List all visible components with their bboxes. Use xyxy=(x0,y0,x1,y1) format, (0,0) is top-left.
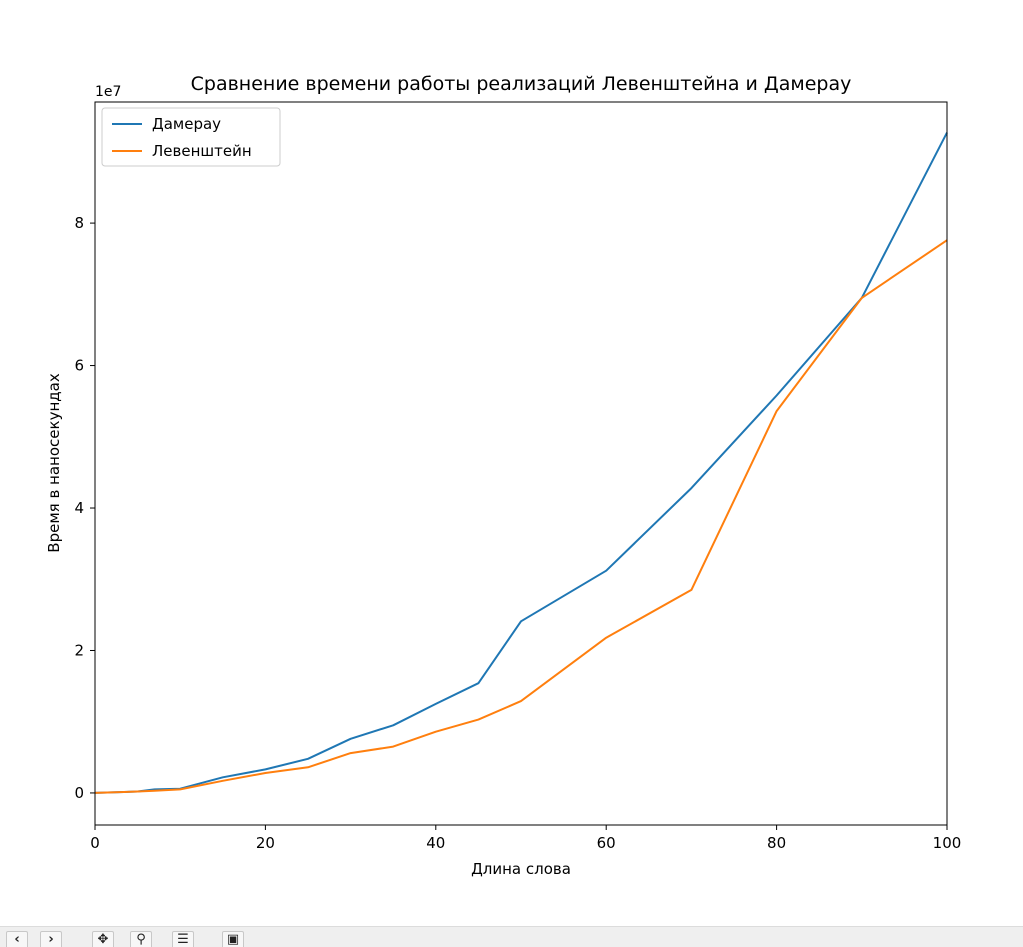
x-axis-ticks: 0 20 40 60 80 100 xyxy=(90,825,961,852)
legend-label-series-2: Левенштейн xyxy=(152,142,252,160)
chart-title: Сравнение времени работы реализаций Леве… xyxy=(191,73,852,95)
legend-box xyxy=(101,107,281,167)
x-tick-label: 20 xyxy=(256,834,275,852)
y-axis-label: Время в наносекундах xyxy=(45,373,63,553)
x-tick-label: 100 xyxy=(933,834,962,852)
series-line-2 xyxy=(94,239,948,794)
x-tick-label: 60 xyxy=(597,834,616,852)
y-axis-ticks: 0 2 4 6 8 xyxy=(74,214,95,802)
x-axis-label: Длина слова xyxy=(471,860,571,878)
y-tick-label: 0 xyxy=(74,784,84,802)
legend: Дамерау Левенштейн xyxy=(101,107,281,167)
back-arrow-icon[interactable]: ‹ xyxy=(6,931,28,947)
plot-area xyxy=(95,102,947,825)
zoom-icon[interactable]: ⚲ xyxy=(130,931,152,947)
y-tick-label: 2 xyxy=(74,641,84,659)
forward-arrow-icon[interactable]: › xyxy=(40,931,62,947)
x-tick-label: 0 xyxy=(90,834,100,852)
chart-figure: 0 20 40 60 80 100 0 2 4 6 8 Сравнение времени раб… xyxy=(45,73,961,878)
save-icon[interactable]: ▣ xyxy=(222,931,244,947)
y-tick-label: 8 xyxy=(74,214,84,232)
y-tick-label: 6 xyxy=(74,357,84,375)
y-offset-label: 1e7 xyxy=(95,84,121,100)
y-tick-label: 4 xyxy=(74,499,84,517)
x-tick-label: 40 xyxy=(426,834,445,852)
configure-subplots-icon[interactable]: ☰ xyxy=(172,931,194,947)
plot-frame xyxy=(94,101,948,826)
legend-label-series-1: Дамерау xyxy=(152,115,221,133)
plot-toolbar: ‹ › ✥ ⚲ ☰ ▣ xyxy=(0,926,1023,947)
x-tick-label: 80 xyxy=(767,834,786,852)
pan-icon[interactable]: ✥ xyxy=(92,931,114,947)
series-lines xyxy=(94,132,948,794)
